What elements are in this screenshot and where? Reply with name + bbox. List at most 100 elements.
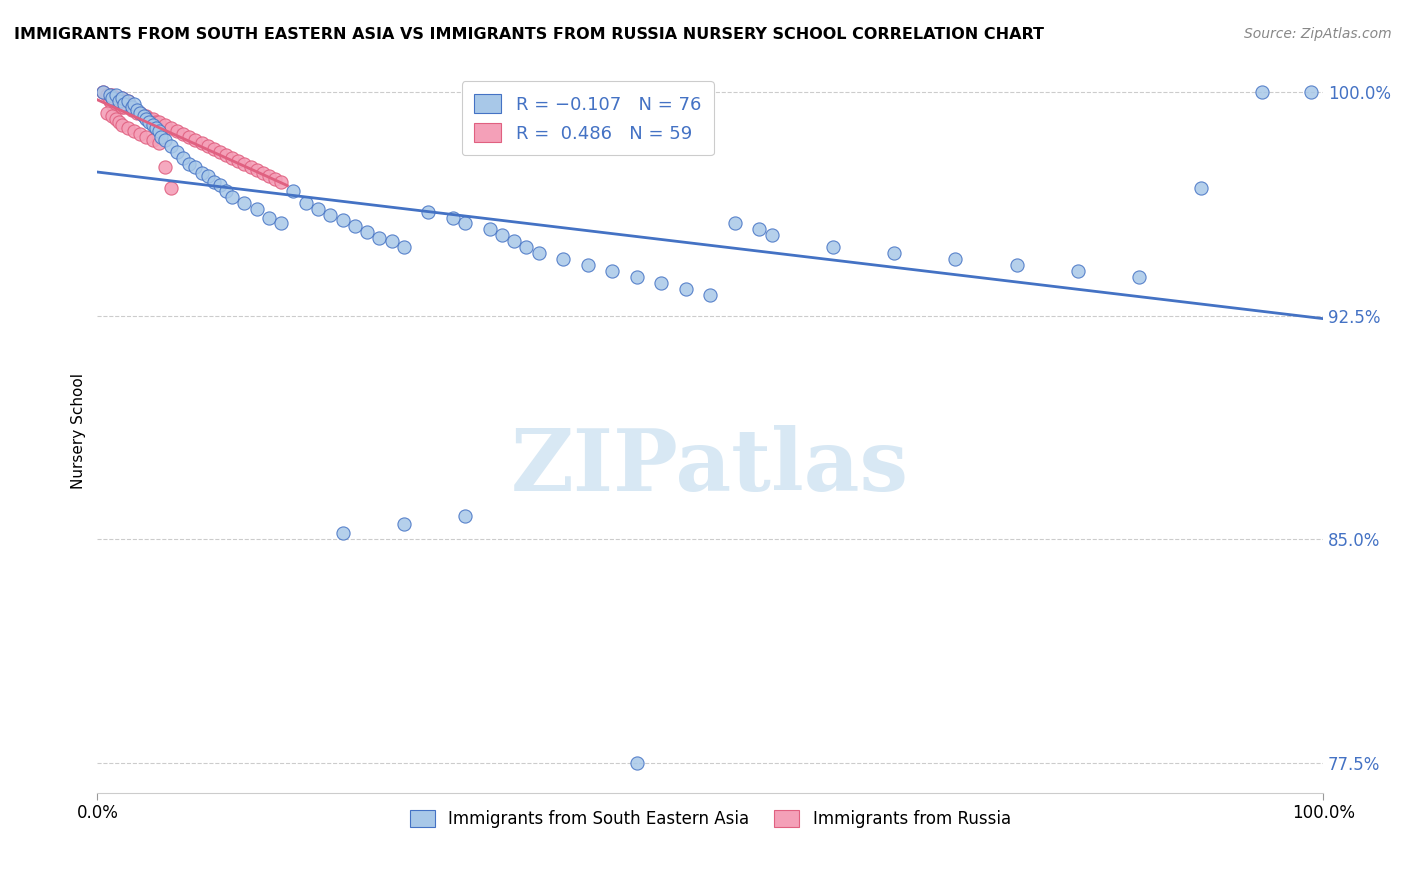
Point: [319, 208, 342, 222]
Text: Source: ZipAtlas.com: Source: ZipAtlas.com: [1244, 27, 1392, 41]
Point: [104, 97, 127, 112]
Point: [392, 240, 415, 254]
Point: [153, 133, 176, 147]
Point: [190, 166, 212, 180]
Point: [503, 235, 526, 249]
Point: [202, 175, 225, 189]
Point: [145, 121, 167, 136]
Point: [96, 106, 118, 120]
Point: [93, 86, 115, 100]
Point: [270, 217, 292, 231]
Point: [98, 88, 121, 103]
Point: [418, 204, 440, 219]
Point: [121, 100, 143, 114]
Point: [121, 103, 143, 118]
Point: [111, 91, 134, 105]
Point: [626, 756, 648, 770]
Point: [270, 175, 292, 189]
Point: [98, 95, 121, 109]
Point: [699, 288, 721, 302]
Point: [101, 97, 124, 112]
Point: [239, 160, 262, 174]
Point: [153, 118, 176, 132]
Point: [761, 228, 783, 243]
Point: [332, 526, 354, 541]
Point: [215, 148, 238, 162]
Point: [1128, 270, 1150, 285]
Point: [184, 133, 207, 147]
Point: [108, 115, 131, 129]
Point: [626, 270, 648, 285]
Point: [153, 160, 176, 174]
Point: [332, 213, 354, 227]
Point: [1299, 86, 1322, 100]
Point: [125, 106, 148, 120]
Point: [111, 91, 134, 105]
Point: [184, 160, 207, 174]
Point: [441, 211, 464, 225]
Point: [675, 282, 697, 296]
Point: [246, 162, 269, 177]
Point: [724, 217, 747, 231]
Point: [221, 189, 243, 203]
Point: [111, 118, 134, 132]
Point: [122, 103, 145, 118]
Point: [135, 109, 157, 123]
Point: [166, 124, 188, 138]
Point: [226, 153, 249, 168]
Point: [135, 130, 157, 145]
Point: [148, 115, 170, 129]
Point: [117, 121, 139, 136]
Point: [125, 103, 148, 118]
Point: [141, 133, 163, 147]
Point: [148, 124, 170, 138]
Point: [93, 86, 115, 100]
Point: [356, 226, 378, 240]
Point: [112, 95, 135, 109]
Point: [478, 222, 501, 236]
Point: [233, 195, 256, 210]
Point: [368, 231, 391, 245]
Point: [141, 112, 163, 127]
Point: [197, 169, 219, 183]
Point: [179, 130, 201, 145]
Point: [96, 88, 118, 103]
Point: [138, 115, 160, 129]
Point: [515, 240, 537, 254]
Point: [129, 106, 152, 120]
Point: [166, 145, 188, 159]
Point: [104, 88, 127, 103]
Point: [883, 246, 905, 260]
Point: [122, 124, 145, 138]
Point: [553, 252, 575, 267]
Point: [117, 95, 139, 109]
Point: [190, 136, 212, 150]
Point: [454, 508, 477, 523]
Point: [600, 264, 623, 278]
Point: [1005, 258, 1028, 272]
Point: [945, 252, 967, 267]
Point: [221, 151, 243, 165]
Point: [104, 91, 127, 105]
Point: [179, 157, 201, 171]
Point: [650, 276, 672, 290]
Point: [132, 109, 155, 123]
Point: [111, 100, 134, 114]
Point: [246, 202, 269, 216]
Point: [108, 97, 131, 112]
Text: ZIPatlas: ZIPatlas: [512, 425, 910, 508]
Point: [132, 109, 155, 123]
Point: [283, 184, 305, 198]
Point: [294, 195, 316, 210]
Legend: Immigrants from South Eastern Asia, Immigrants from Russia: Immigrants from South Eastern Asia, Immi…: [404, 804, 1018, 835]
Point: [380, 235, 402, 249]
Point: [160, 139, 183, 153]
Point: [112, 97, 135, 112]
Point: [122, 97, 145, 112]
Point: [135, 112, 157, 127]
Point: [160, 180, 183, 194]
Point: [307, 202, 329, 216]
Point: [392, 517, 415, 532]
Point: [1067, 264, 1090, 278]
Point: [108, 95, 131, 109]
